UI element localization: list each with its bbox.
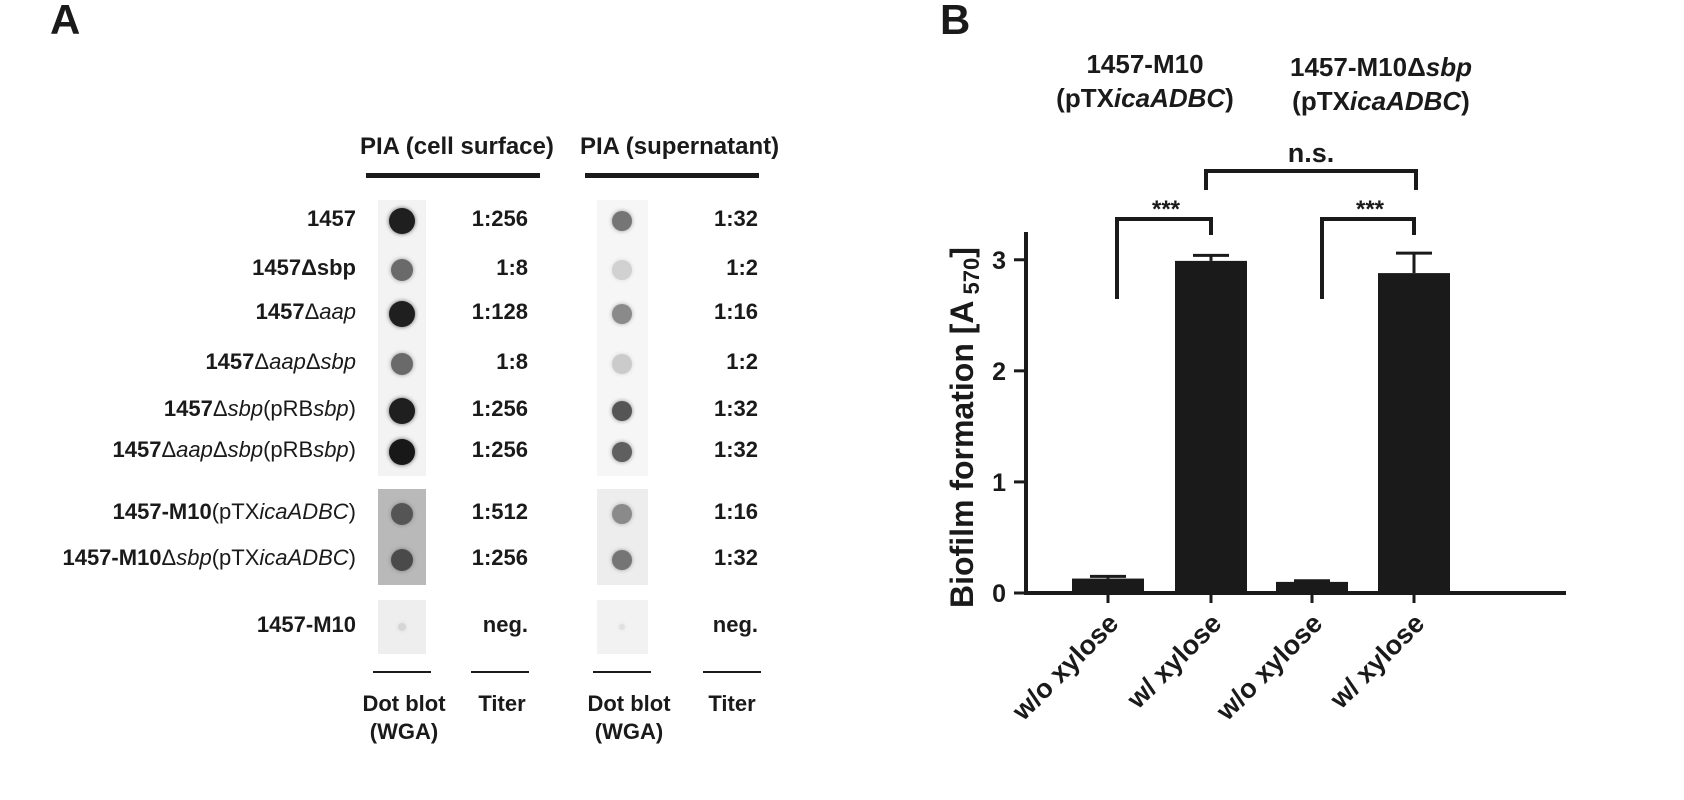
titer-sup-value: 1:16 (713, 299, 758, 324)
sig-label-top: n.s. (1288, 138, 1335, 168)
foot-dotblot-sup-line2: (WGA) (594, 719, 664, 744)
x-category-label: w/ xylose (1323, 608, 1430, 715)
blot-dot-cell (391, 259, 413, 281)
strain-row-label: 1457Δsbp(pRBsbp) (163, 396, 356, 421)
bar (1072, 578, 1144, 593)
titer-sup-value: 1:2 (726, 255, 758, 280)
sig-label-left: *** (1152, 196, 1181, 223)
blot-dot-cell (389, 398, 415, 424)
titer-sup-value: 1:32 (713, 206, 758, 231)
titer-sup-value: 1:32 (713, 437, 758, 462)
titer-sup-value: 1:2 (726, 349, 758, 374)
x-category-label: w/ xylose (1120, 608, 1227, 715)
y-axis-label: Biofilm formation [A570] (944, 247, 984, 608)
bar (1276, 581, 1348, 593)
titer-sup-value: neg. (712, 612, 758, 637)
titer-sup-value: 1:32 (713, 545, 758, 570)
strain-row-label: 1457Δaap (255, 299, 356, 324)
blot-dot-sup (612, 211, 632, 231)
blot-dot-cell (391, 503, 413, 525)
header-rule-sup (585, 173, 759, 178)
titer-cell-value: neg. (482, 612, 528, 637)
strain-label-1-line1: 1457-M10 (1086, 49, 1204, 79)
foot-dotblot-cell-line2: (WGA) (369, 719, 439, 744)
strain-label-2-line1: 1457-M10Δsbp (1290, 52, 1472, 82)
titer-cell-value: 1:8 (496, 255, 528, 280)
blot-dot-sup (612, 504, 632, 524)
sig-label-right: *** (1356, 196, 1385, 223)
sig-bracket-left (1115, 217, 1213, 299)
strain-row-label: 1457-M10Δsbp(pTXicaADBC) (62, 545, 356, 570)
strain-label-2: 1457-M10Δsbp (pTXicaADBC) (1266, 50, 1496, 118)
blot-dot-cell (389, 301, 415, 327)
strain-row-label: 1457Δsbp (252, 255, 356, 280)
blot-dot-cell (398, 623, 406, 631)
blot-strip-cell-1 (378, 200, 426, 476)
titer-sup-value: 1:16 (713, 499, 758, 524)
y-tick-label: 1 (992, 469, 1006, 497)
titer-cell-value: 1:256 (471, 437, 528, 462)
foot-rule-dot-cell (373, 671, 431, 673)
panel-b-letter: B (940, 0, 971, 43)
column-header-supernatant: PIA (supernatant) (580, 133, 780, 160)
blot-dot-cell (389, 208, 415, 234)
foot-rule-titer-sup (703, 671, 761, 673)
header-rule-cell (366, 173, 540, 178)
blot-dot-sup (612, 260, 632, 280)
titer-cell-value: 1:8 (496, 349, 528, 374)
foot-dotblot-cell: Dot blot (WGA) (349, 690, 459, 746)
y-tick-label: 2 (992, 358, 1006, 386)
titer-cell-value: 1:256 (471, 396, 528, 421)
strain-row-label: 1457-M10 (256, 612, 356, 637)
sig-bracket-top (1204, 169, 1418, 190)
blot-dot-sup (612, 304, 632, 324)
foot-rule-dot-sup (593, 671, 651, 673)
bar (1175, 260, 1247, 593)
x-category-label: w/o xylose (1006, 608, 1124, 726)
y-tick-label: 3 (992, 247, 1006, 275)
strain-label-2-line2: (pTXicaADBC) (1292, 86, 1470, 116)
y-tick-label: 0 (992, 580, 1006, 608)
titer-cell-value: 1:256 (471, 206, 528, 231)
titer-sup-value: 1:32 (713, 396, 758, 421)
blot-dot-cell (391, 353, 413, 375)
strain-label-1-line2: (pTXicaADBC) (1056, 83, 1234, 113)
blot-strip-sup-1 (597, 200, 648, 476)
x-category-label: w/o xylose (1210, 608, 1328, 726)
strain-row-label: 1457ΔaapΔsbp(pRBsbp) (112, 437, 357, 462)
foot-rule-titer-cell (471, 671, 529, 673)
strain-row-label: 1457 (307, 206, 356, 231)
foot-dotblot-sup: Dot blot (WGA) (574, 690, 684, 746)
column-header-cell-surface: PIA (cell surface) (360, 133, 554, 160)
blot-dot-cell (391, 549, 413, 571)
blot-dot-sup (612, 442, 632, 462)
bar (1378, 273, 1450, 593)
foot-titer-sup: Titer (708, 691, 756, 716)
sig-bracket-right (1320, 217, 1416, 299)
foot-titer-cell: Titer (478, 691, 526, 716)
blot-dot-sup (612, 401, 632, 421)
strain-row-label: 1457ΔaapΔsbp (205, 349, 356, 374)
strain-label-1: 1457-M10 (pTXicaADBC) (1040, 47, 1250, 115)
blot-dot-sup (619, 624, 625, 630)
titer-cell-value: 1:512 (471, 499, 528, 524)
foot-dotblot-cell-line1: Dot blot (362, 691, 446, 716)
blot-dot-sup (612, 550, 632, 570)
strain-row-label: 1457-M10(pTXicaADBC) (112, 499, 356, 524)
blot-dot-cell (389, 439, 415, 465)
foot-dotblot-sup-line1: Dot blot (587, 691, 671, 716)
panel-a-letter: A (50, 0, 81, 43)
blot-dot-sup (612, 354, 632, 374)
titer-cell-value: 1:128 (471, 299, 528, 324)
titer-cell-value: 1:256 (471, 545, 528, 570)
